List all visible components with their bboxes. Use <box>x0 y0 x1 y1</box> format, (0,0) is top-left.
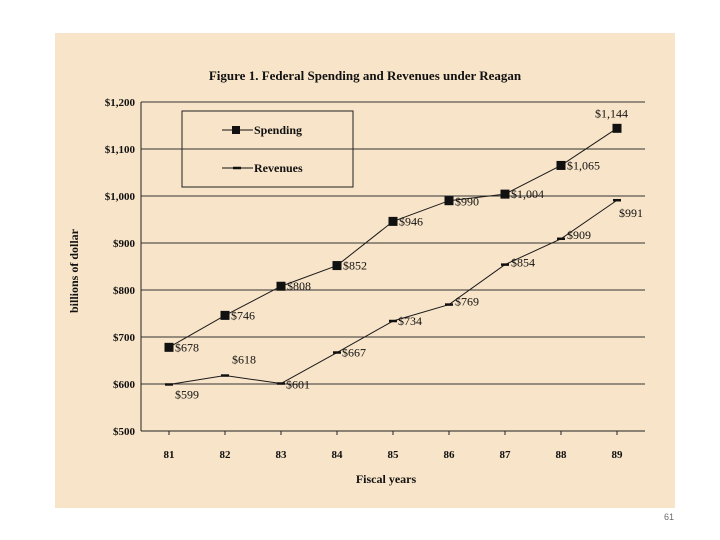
data-label-spending: $852 <box>343 259 367 273</box>
x-tick-label: 87 <box>500 449 512 461</box>
legend-revenues-label: Revenues <box>254 161 303 175</box>
data-label-revenues: $769 <box>455 295 479 309</box>
figure-panel: Figure 1. Federal Spending and Revenues … <box>55 33 675 508</box>
data-point-spending <box>612 123 622 133</box>
data-point-spending <box>500 189 510 199</box>
data-point-spending <box>556 160 566 170</box>
data-label-revenues: $854 <box>511 256 535 270</box>
x-tick-label: 82 <box>220 449 232 461</box>
x-tick-label: 85 <box>388 449 400 461</box>
x-axis-label: Fiscal years <box>356 472 417 486</box>
y-tick-label: $1,100 <box>105 144 136 156</box>
y-axis-label: billions of dollar <box>67 228 81 313</box>
data-point-spending <box>444 196 454 206</box>
data-point-spending <box>332 261 342 271</box>
y-tick-label: $600 <box>113 379 136 391</box>
data-label-revenues: $618 <box>232 353 256 367</box>
page-number: 61 <box>664 512 675 522</box>
data-label-spending: $808 <box>287 279 311 293</box>
data-point-spending <box>164 342 174 352</box>
data-label-spending: $946 <box>399 214 423 228</box>
x-tick-label: 89 <box>612 449 624 461</box>
data-label-revenues: $601 <box>286 378 310 392</box>
data-point-spending <box>220 310 230 320</box>
legend-spending-label: Spending <box>254 123 302 137</box>
data-label-revenues: $909 <box>567 228 591 242</box>
legend: Spending Revenues <box>181 110 354 188</box>
data-label-revenues: $599 <box>175 387 199 401</box>
line-chart: Figure 1. Federal Spending and Revenues … <box>67 68 645 486</box>
chart-title: Figure 1. Federal Spending and Revenues … <box>209 68 522 83</box>
data-label-revenues: $734 <box>398 314 422 328</box>
data-point-spending <box>388 216 398 226</box>
data-label-spending: $1,144 <box>595 106 628 120</box>
data-label-spending: $1,065 <box>567 158 600 172</box>
x-tick-label: 86 <box>444 449 456 461</box>
y-tick-label: $700 <box>113 332 136 344</box>
y-tick-label: $800 <box>113 285 136 297</box>
y-tick-label: $1,000 <box>105 191 136 203</box>
data-label-spending: $1,004 <box>511 187 544 201</box>
y-tick-label: $500 <box>113 426 136 438</box>
data-label-spending: $746 <box>231 308 255 322</box>
legend-spending-marker <box>232 126 240 134</box>
x-tick-label: 81 <box>164 449 175 461</box>
data-label-revenues: $667 <box>342 346 366 360</box>
data-label-spending: $990 <box>455 195 479 209</box>
data-label-spending: $678 <box>175 340 199 354</box>
x-tick-label: 83 <box>276 449 288 461</box>
y-tick-label: $1,200 <box>105 97 136 109</box>
x-tick-label: 88 <box>556 449 568 461</box>
x-tick-label: 84 <box>332 449 344 461</box>
y-tick-label: $900 <box>113 238 136 250</box>
data-point-spending <box>276 281 286 291</box>
data-label-revenues: $991 <box>619 206 643 220</box>
